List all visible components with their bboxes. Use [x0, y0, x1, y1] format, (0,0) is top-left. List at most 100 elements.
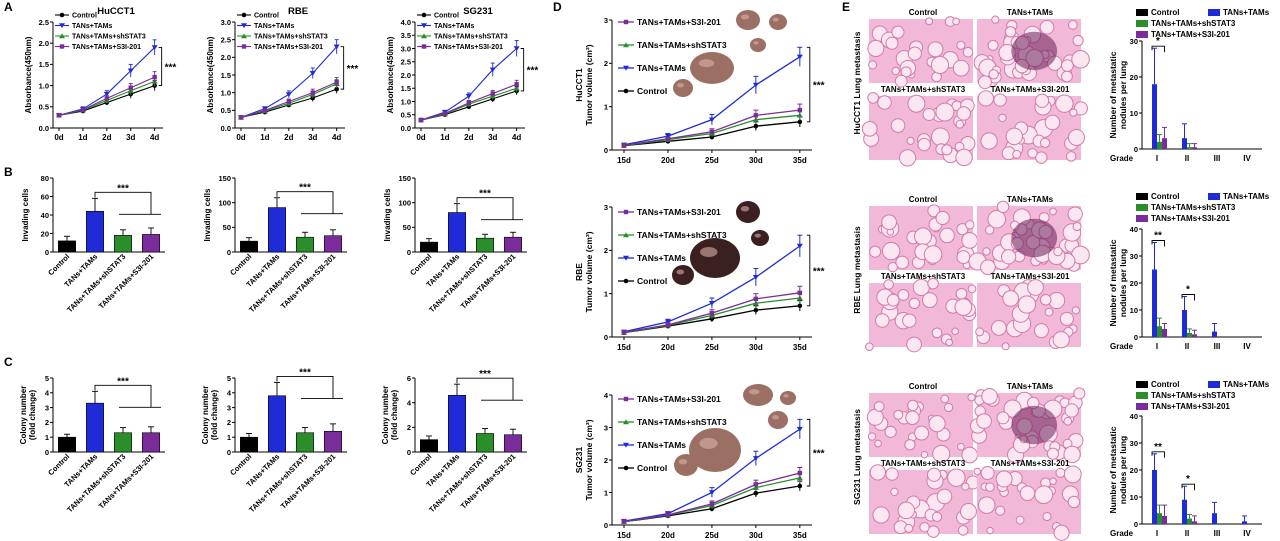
alveolus — [988, 69, 999, 80]
bar — [1192, 334, 1197, 337]
marker-s3i201 — [490, 91, 495, 96]
marker-tans-tams — [127, 68, 134, 74]
significance-stars: *** — [117, 376, 129, 387]
alveolus — [1064, 403, 1079, 418]
alveolus — [908, 297, 921, 310]
alveolus — [987, 209, 1006, 229]
y-tick-label: 4 — [604, 391, 609, 400]
alveolus — [961, 482, 970, 491]
alveolus — [1012, 149, 1022, 159]
y-axis-label-line1: Number of metastatic — [1108, 51, 1118, 138]
alveolus — [1067, 128, 1085, 147]
significance-stars: *** — [813, 449, 825, 460]
bar — [504, 236, 522, 253]
significance-stars: *** — [479, 189, 491, 200]
histology-label: TANs+TAMs+S3I-201 — [991, 85, 1070, 94]
bar — [324, 430, 342, 453]
x-tick-label: Control — [408, 452, 433, 477]
alveolus — [982, 247, 991, 256]
alveolus — [1046, 447, 1060, 460]
tumor-image — [750, 38, 766, 52]
alveolus — [977, 90, 995, 107]
alveolus — [932, 444, 951, 463]
y-tick-label: 1.0 — [401, 97, 411, 106]
panel-letter-A: A — [4, 0, 13, 14]
alveolus — [1071, 306, 1080, 315]
marker-s3i201 — [709, 129, 715, 134]
alveolus — [897, 289, 910, 301]
alveolus — [952, 17, 960, 26]
legend-label: TANs+TAMs+shSTAT3 — [254, 34, 328, 41]
tumor-highlight — [772, 17, 779, 22]
chart-A2: 0.0 0.5 1.0 1.5 2.0 2.5 3.0 RBE Absorbance(450nm… — [206, 6, 358, 142]
bar — [420, 439, 438, 453]
y-tick-label: 6 — [407, 374, 411, 383]
alveolus — [1055, 467, 1066, 478]
marker-control — [709, 134, 715, 140]
legend-label: Control — [1151, 380, 1179, 389]
x-tick-label: 3d — [488, 133, 497, 142]
bar — [1152, 470, 1157, 524]
marker-tans-tams — [623, 65, 629, 71]
marker-control — [623, 88, 629, 94]
alveolus — [906, 136, 915, 145]
y-tick-label: 0 — [1134, 520, 1138, 529]
tumor-highlight — [754, 233, 761, 238]
marker-s3i201 — [797, 107, 803, 113]
bar — [1212, 331, 1217, 337]
marker-s3i201 — [241, 44, 247, 49]
marker-control — [797, 119, 803, 125]
alveolus — [1072, 35, 1084, 47]
alveolus — [917, 137, 931, 152]
alveolus — [925, 17, 934, 26]
bar — [1182, 499, 1187, 524]
y-tick-label: 3 — [604, 423, 608, 432]
y-tick-label: 0 — [407, 448, 411, 457]
alveolus — [995, 505, 1006, 516]
x-tick-label: I — [1156, 342, 1158, 351]
legend-label: TANs+TAMs — [637, 440, 686, 450]
bar — [142, 432, 160, 453]
histology-label: TANs+TAMs+shSTAT3 — [881, 459, 966, 468]
y-tick-label: 0 — [604, 521, 608, 530]
x-tick-label: 1d — [260, 133, 269, 142]
y-tick-label: 2 — [604, 246, 608, 255]
alveolus — [877, 95, 892, 110]
x-tick-label: 20d — [661, 531, 675, 540]
y-tick-label: 0 — [1134, 145, 1138, 154]
alveolus — [956, 223, 969, 236]
alveolus — [895, 255, 910, 270]
tumor-shadow — [746, 211, 755, 217]
alveolus — [984, 225, 995, 235]
alveolus — [977, 75, 992, 90]
marker-s3i201 — [310, 90, 315, 95]
alveolus — [1034, 93, 1050, 108]
tumor-image — [768, 411, 788, 429]
significance-stars: *** — [117, 183, 129, 194]
tumor-image — [674, 454, 698, 476]
marker-s3i201 — [621, 143, 627, 148]
legend-label: TANs+TAMs+S3I-201 — [637, 394, 721, 404]
marker-s3i201 — [514, 82, 519, 87]
y-axis-label: Absorbance(450nm) — [206, 36, 215, 113]
legend-label: TANs+TAMs+S3I-201 — [434, 44, 503, 51]
x-tick-label: 1d — [78, 133, 87, 142]
y-tick-label: 2.5 — [39, 18, 49, 27]
bar — [296, 236, 314, 253]
y-tick-label: 100 — [218, 198, 231, 207]
x-tick-label: 35d — [793, 343, 807, 352]
tumor-image — [751, 230, 769, 246]
legend-swatch — [1208, 193, 1220, 200]
alveolus — [1071, 50, 1090, 69]
chart-title: SG231 — [463, 6, 493, 17]
alveolus — [955, 148, 973, 167]
marker-s3i201 — [418, 117, 424, 123]
tumor-image — [736, 10, 760, 30]
alveolus — [881, 241, 901, 261]
marker-s3i201 — [665, 136, 671, 141]
histology-label: TANs+TAMs+S3I-201 — [991, 459, 1070, 468]
chart-D1: 0 1 2 3 HuCCT1 Tumor volume (cm³) 15d 20d 25d 30d… — [574, 10, 825, 165]
legend-swatch — [1136, 392, 1148, 399]
marker-tans-tams — [752, 456, 759, 461]
